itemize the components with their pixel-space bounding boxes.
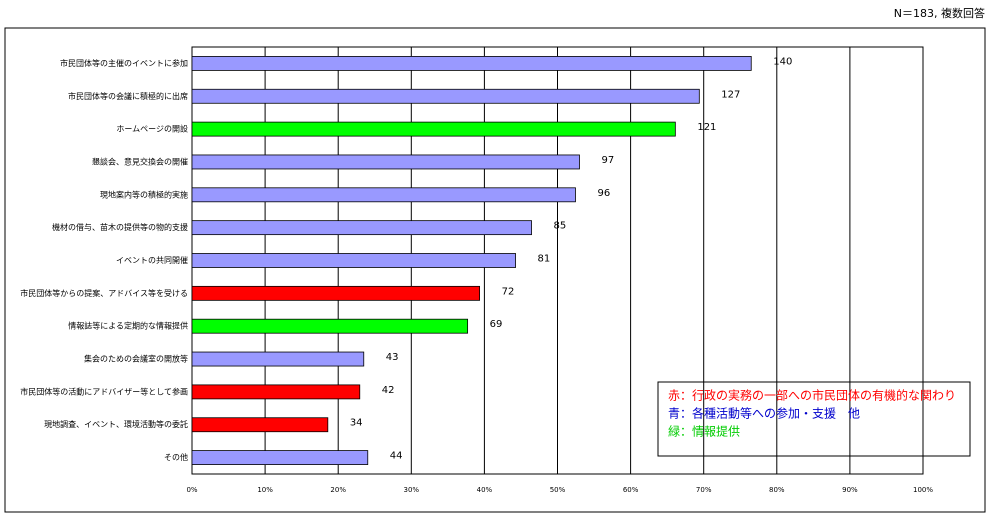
x-tick-label: 0% bbox=[186, 486, 197, 494]
y-tick-label: ホームページの開設 bbox=[116, 124, 188, 134]
value-label: 121 bbox=[697, 122, 716, 133]
y-tick-label: 市民団体等の活動にアドバイザー等として参画 bbox=[20, 386, 188, 396]
y-tick-label: 情報誌等による定期的な情報提供 bbox=[68, 321, 188, 331]
value-label: 72 bbox=[502, 286, 515, 297]
x-tick-label: 50% bbox=[550, 486, 566, 494]
value-label: 81 bbox=[538, 254, 551, 265]
value-label: 34 bbox=[350, 418, 363, 429]
x-tick-label: 60% bbox=[623, 486, 639, 494]
value-label: 43 bbox=[386, 352, 399, 363]
value-label: 42 bbox=[382, 385, 395, 396]
x-tick-label: 20% bbox=[330, 486, 346, 494]
y-tick-label: 機材の借与、苗木の提供等の物的支援 bbox=[52, 222, 188, 232]
bar bbox=[191, 121, 676, 137]
bar bbox=[191, 56, 752, 71]
x-tick-label: 40% bbox=[477, 486, 493, 494]
y-tick-label: 現地案内等の積極的実施 bbox=[100, 189, 188, 199]
bar bbox=[191, 88, 700, 104]
legend-box bbox=[657, 381, 971, 457]
bar bbox=[191, 253, 516, 268]
x-tick-label: 10% bbox=[257, 486, 273, 494]
bar bbox=[191, 285, 481, 301]
value-label: 97 bbox=[601, 155, 614, 166]
sample-note: N＝183, 複数回答 bbox=[894, 6, 985, 20]
x-tick-label: 30% bbox=[404, 486, 420, 494]
legend-entry: 青：各種活動等への参加・支援 他 bbox=[668, 406, 860, 421]
bar bbox=[191, 187, 576, 203]
value-label: 69 bbox=[490, 319, 503, 330]
legend-entry: 赤：行政の実務の一部への市民団体の有機的な関わり bbox=[668, 388, 956, 403]
y-tick-label: その他 bbox=[164, 452, 188, 462]
value-label: 140 bbox=[773, 56, 792, 67]
bar bbox=[191, 220, 532, 236]
value-label: 85 bbox=[554, 221, 567, 232]
bar bbox=[191, 384, 361, 400]
y-tick-label: 市民団体等の主催のイベントに参加 bbox=[60, 58, 188, 68]
x-tick-label: 90% bbox=[842, 486, 858, 494]
x-tick-label: 100% bbox=[913, 486, 933, 494]
value-label: 127 bbox=[721, 89, 740, 100]
bar bbox=[191, 450, 369, 465]
y-tick-label: 市民団体等からの提案、アドバイス等を受ける bbox=[20, 288, 188, 298]
legend-entry: 緑：情報提供 bbox=[668, 424, 740, 439]
bar bbox=[191, 417, 329, 433]
chart-frame bbox=[4, 27, 986, 513]
y-tick-label: 集会のための会議室の開放等 bbox=[84, 354, 188, 364]
y-tick-label: 現地調査、イベント、環境活動等の委託 bbox=[44, 419, 188, 429]
bar bbox=[191, 351, 365, 367]
y-tick-label: 市民団体等の会議に積極的に出席 bbox=[68, 91, 188, 101]
y-tick-label: イベントの共同開催 bbox=[116, 255, 188, 265]
bar bbox=[191, 318, 469, 334]
y-tick-label: 懇談会、意見交換会の開催 bbox=[92, 156, 188, 166]
bar bbox=[191, 154, 580, 170]
x-tick-label: 80% bbox=[769, 486, 785, 494]
value-label: 44 bbox=[390, 451, 403, 462]
x-tick-label: 70% bbox=[696, 486, 712, 494]
value-label: 96 bbox=[597, 188, 610, 199]
